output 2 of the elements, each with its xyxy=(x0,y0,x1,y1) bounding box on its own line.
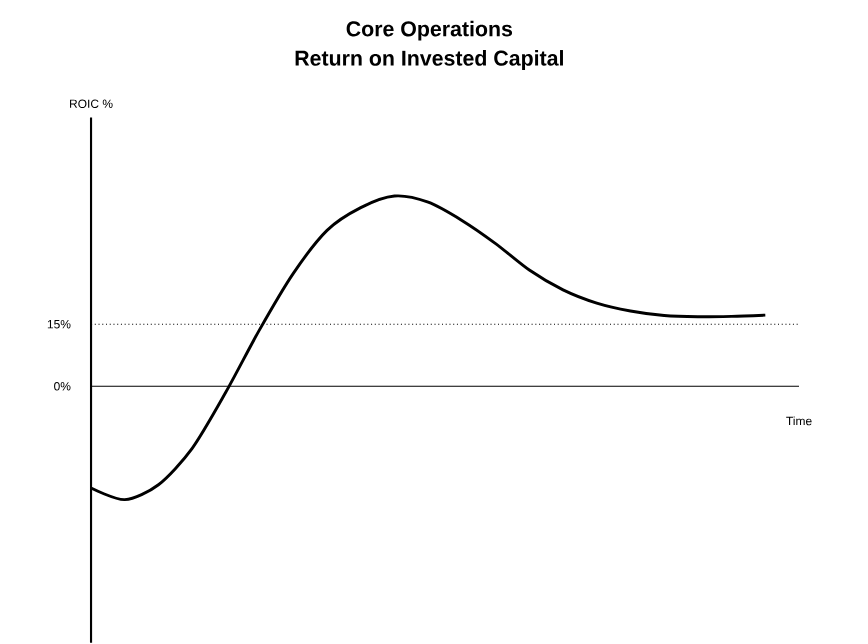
chart-subtitle: Return on Invested Capital xyxy=(295,50,563,70)
chart-title: Core Operations xyxy=(346,20,513,41)
